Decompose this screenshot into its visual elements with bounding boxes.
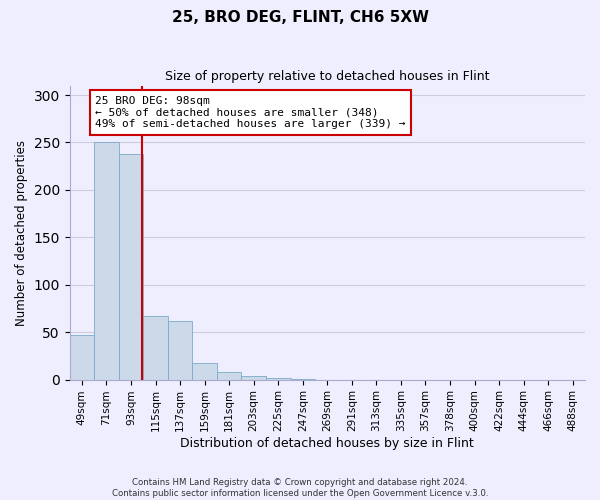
Text: Contains HM Land Registry data © Crown copyright and database right 2024.
Contai: Contains HM Land Registry data © Crown c… <box>112 478 488 498</box>
X-axis label: Distribution of detached houses by size in Flint: Distribution of detached houses by size … <box>181 437 474 450</box>
Bar <box>290 378 315 380</box>
Bar <box>94 142 119 380</box>
Bar <box>119 154 143 380</box>
Bar <box>168 321 193 380</box>
Text: 25 BRO DEG: 98sqm
← 50% of detached houses are smaller (348)
49% of semi-detache: 25 BRO DEG: 98sqm ← 50% of detached hous… <box>95 96 406 129</box>
Text: 25, BRO DEG, FLINT, CH6 5XW: 25, BRO DEG, FLINT, CH6 5XW <box>172 10 428 25</box>
Bar <box>143 316 168 380</box>
Bar <box>193 362 217 380</box>
Bar <box>241 376 266 380</box>
Title: Size of property relative to detached houses in Flint: Size of property relative to detached ho… <box>165 70 490 83</box>
Y-axis label: Number of detached properties: Number of detached properties <box>15 140 28 326</box>
Bar <box>217 372 241 380</box>
Bar <box>266 378 290 380</box>
Bar <box>70 335 94 380</box>
